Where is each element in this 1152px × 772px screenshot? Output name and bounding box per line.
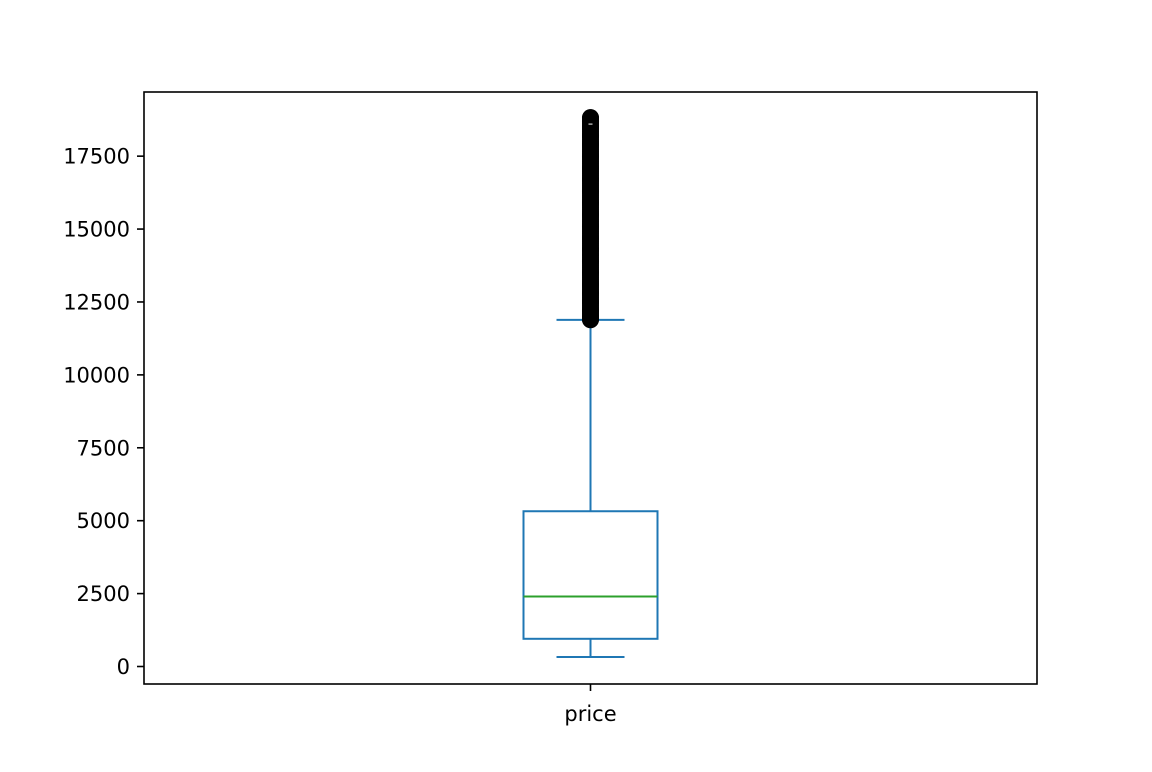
y-tick-label: 12500 xyxy=(63,290,130,314)
outlier-point xyxy=(582,275,599,293)
x-axis: price xyxy=(564,684,617,726)
y-tick-label: 15000 xyxy=(63,218,130,242)
outlier-point xyxy=(582,109,599,127)
y-tick-label: 7500 xyxy=(77,436,130,460)
outlier-point xyxy=(582,240,599,258)
outlier-point xyxy=(582,217,599,235)
y-tick-label: 0 xyxy=(117,655,130,679)
outlier-point xyxy=(582,264,599,282)
y-tick-label: 5000 xyxy=(77,509,130,533)
outlier-point xyxy=(582,252,599,270)
outlier-point xyxy=(582,182,599,200)
outlier-point xyxy=(582,194,599,212)
plot-area xyxy=(522,109,659,658)
outlier-point xyxy=(582,147,599,165)
y-tick-label: 2500 xyxy=(77,582,130,606)
outlier-point xyxy=(582,205,599,223)
x-tick-label: price xyxy=(564,702,616,726)
y-tick-label: 17500 xyxy=(63,145,130,169)
y-tick-label: 10000 xyxy=(63,363,130,387)
y-axis: 0 2500 5000 7500 10000 12500 15000 17500 xyxy=(63,145,144,679)
outlier-point xyxy=(582,159,599,177)
outlier-point xyxy=(582,170,599,188)
outlier-point xyxy=(582,229,599,247)
iqr-box xyxy=(522,510,659,640)
